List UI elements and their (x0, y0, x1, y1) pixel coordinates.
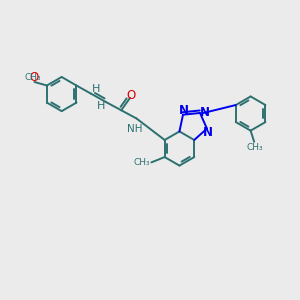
Text: H: H (97, 101, 105, 111)
Text: N: N (203, 126, 213, 139)
Text: NH: NH (127, 124, 143, 134)
Text: CH₃: CH₃ (24, 73, 41, 82)
Text: CH₃: CH₃ (246, 143, 263, 152)
Text: CH₃: CH₃ (133, 158, 150, 167)
Text: H: H (92, 84, 100, 94)
Text: O: O (30, 71, 39, 84)
Text: N: N (179, 104, 189, 117)
Text: O: O (127, 89, 136, 102)
Text: N: N (200, 106, 210, 119)
